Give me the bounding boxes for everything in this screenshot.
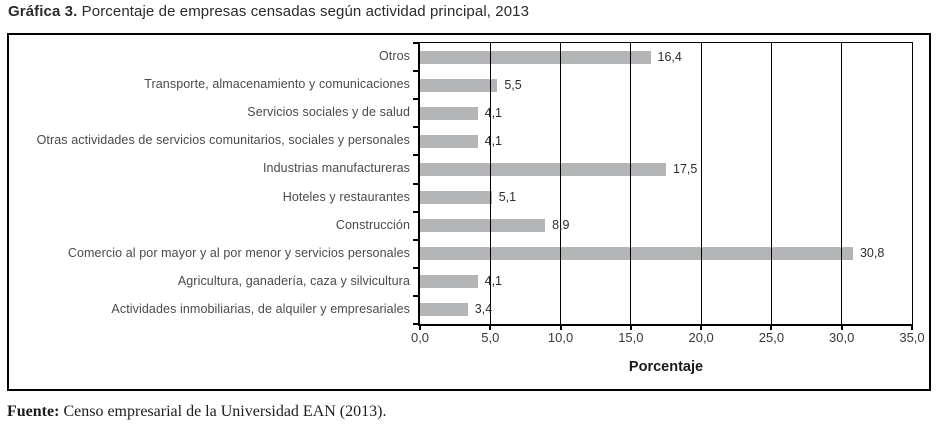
bar-row: 8,9 bbox=[420, 212, 912, 240]
y-axis-tick bbox=[413, 238, 419, 241]
gridline bbox=[841, 43, 843, 324]
gridline bbox=[560, 43, 562, 324]
bar bbox=[420, 247, 853, 261]
x-tick-label: 35,0 bbox=[899, 330, 925, 345]
y-axis-tick bbox=[413, 42, 419, 44]
bar bbox=[420, 303, 468, 317]
bar-value-label: 30,8 bbox=[859, 246, 885, 261]
bar-row: 4,1 bbox=[420, 127, 912, 155]
bar bbox=[420, 50, 651, 64]
y-axis-tick bbox=[413, 98, 419, 101]
gridline bbox=[630, 43, 632, 324]
category-label: Transporte, almacenamiento y comunicacio… bbox=[144, 77, 410, 92]
y-axis-tick bbox=[413, 126, 419, 129]
category-label: Comercio al por mayor y al por menor y s… bbox=[67, 245, 410, 260]
bar-value-label: 4,1 bbox=[484, 133, 503, 148]
bar-value-label: 8,9 bbox=[552, 218, 570, 233]
bar bbox=[420, 78, 498, 92]
gridline bbox=[700, 43, 702, 324]
y-axis-tick bbox=[413, 323, 419, 325]
bar-row: 4,1 bbox=[420, 268, 912, 296]
x-tick-label: 5,0 bbox=[481, 330, 500, 345]
gridline bbox=[770, 43, 772, 324]
category-label: Agricultura, ganadería, caza y silvicult… bbox=[177, 273, 410, 288]
category-label: Construcción bbox=[335, 217, 410, 232]
x-axis-tick bbox=[911, 324, 913, 330]
x-axis-tick bbox=[419, 324, 421, 330]
figure-title-text: Porcentaje de empresas censadas según ac… bbox=[77, 3, 530, 20]
bar bbox=[420, 219, 546, 233]
x-axis-tick bbox=[489, 324, 492, 330]
bar-row: 5,5 bbox=[420, 71, 912, 99]
bar bbox=[420, 162, 666, 176]
bar bbox=[420, 191, 492, 205]
x-axis-title: Porcentaje bbox=[628, 359, 704, 375]
y-axis-tick bbox=[413, 266, 419, 269]
gridline bbox=[489, 43, 491, 324]
plot-area: 16,4 5,5 4,1 4,1 17,5 5,1 8,9 30,8 4,1 3,4 bbox=[413, 42, 913, 330]
source-note: Fuente: Censo empresarial de la Universi… bbox=[7, 403, 386, 421]
bar-row: 16,4 bbox=[420, 43, 912, 71]
chart-frame: Otros Transporte, almacenamiento y comuni… bbox=[7, 33, 931, 391]
bar-value-label: 4,1 bbox=[484, 105, 503, 120]
x-axis-tick bbox=[629, 324, 632, 330]
y-axis-tick bbox=[413, 70, 419, 73]
bar-value-label: 3,4 bbox=[474, 302, 493, 317]
x-tick-label: 20,0 bbox=[688, 330, 714, 345]
y-axis-tick bbox=[413, 210, 419, 213]
x-tick-label: 30,0 bbox=[829, 330, 855, 345]
x-tick-label: 15,0 bbox=[618, 330, 644, 345]
bar-value-label: 5,1 bbox=[498, 190, 517, 205]
bar-value-label: 17,5 bbox=[673, 161, 698, 176]
bar-row: 4,1 bbox=[420, 99, 912, 127]
x-tick-label: 10,0 bbox=[547, 330, 574, 345]
category-label: Hoteles y restaurantes bbox=[282, 189, 410, 204]
x-axis-tick bbox=[559, 324, 562, 330]
bar-value-label: 16,4 bbox=[657, 49, 682, 64]
bar-row: 3,4 bbox=[420, 296, 912, 324]
y-axis-tick bbox=[413, 294, 419, 297]
category-label: Otros bbox=[378, 49, 410, 64]
category-label: Industrias manufactureras bbox=[262, 161, 410, 176]
source-note-prefix: Fuente: bbox=[7, 403, 60, 420]
bar-row: 5,1 bbox=[420, 184, 912, 212]
bar-value-label: 5,5 bbox=[504, 77, 522, 92]
x-tick-label: 25,0 bbox=[758, 330, 785, 345]
x-axis-tick bbox=[700, 324, 703, 330]
x-axis-tick bbox=[840, 324, 843, 330]
figure-title: Gráfica 3. Porcentaje de empresas censad… bbox=[8, 3, 529, 20]
category-label: Actividades inmobiliarias, de alquiler y… bbox=[111, 301, 410, 316]
category-label: Servicios sociales y de salud bbox=[247, 105, 410, 120]
bar-value-label: 4,1 bbox=[484, 274, 503, 289]
source-note-text: Censo empresarial de la Universidad EAN … bbox=[59, 403, 387, 420]
bar bbox=[420, 275, 478, 289]
x-tick-label: 0,0 bbox=[410, 330, 430, 345]
x-axis-tick bbox=[770, 324, 773, 330]
bar bbox=[420, 134, 478, 148]
bar-row: 17,5 bbox=[420, 155, 912, 183]
category-label: Otras actividades de servicios comunitar… bbox=[36, 133, 410, 148]
y-axis-tick bbox=[413, 182, 419, 185]
y-axis-tick bbox=[413, 154, 419, 157]
bar-row: 30,8 bbox=[420, 240, 912, 268]
bar bbox=[420, 106, 478, 120]
figure-title-prefix: Gráfica 3. bbox=[8, 3, 78, 20]
